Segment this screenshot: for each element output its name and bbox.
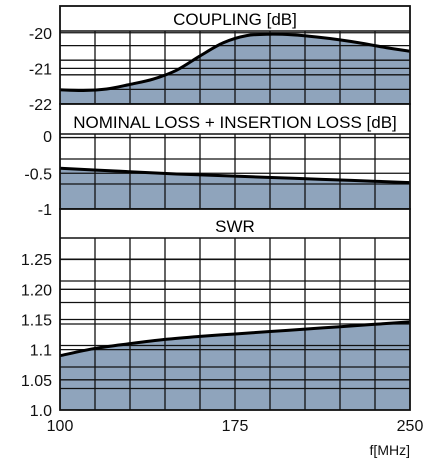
x-tick-2: 175 bbox=[222, 418, 249, 435]
x-tick-1: 100 bbox=[47, 418, 74, 435]
panel-3-ytick-5: 1.05 bbox=[21, 373, 52, 390]
panel-1-ytick-1: -20 bbox=[29, 26, 52, 43]
panel-1-ytick-2: -21 bbox=[29, 61, 52, 78]
panel-1-ytick-3: -22 bbox=[29, 97, 52, 114]
panel-2-series-line bbox=[59, 166, 411, 185]
panel-2-ytick-3: -1 bbox=[38, 202, 52, 219]
panel-3-ytick-6: 1.0 bbox=[30, 403, 52, 420]
panel-3-ytick-3: 1.15 bbox=[21, 312, 52, 329]
x-axis-label: f[MHz] bbox=[370, 442, 410, 458]
panel-3-ytick-4: 1.1 bbox=[30, 343, 52, 360]
panel-2-ytick-1: 0 bbox=[43, 129, 52, 146]
x-tick-3: 250 bbox=[397, 418, 424, 435]
panel-3-border bbox=[59, 208, 411, 411]
panel-3-ytick-1: 1.25 bbox=[21, 252, 52, 269]
panel-1-title: COUPLING [dB] bbox=[173, 10, 297, 29]
panel-2-title: NOMINAL LOSS + INSERTION LOSS [dB] bbox=[73, 113, 397, 132]
panel-2-ytick-2: -0.5 bbox=[24, 166, 52, 183]
panel-3-ytick-2: 1.20 bbox=[21, 282, 52, 299]
panel-1-series-line bbox=[59, 32, 411, 92]
panel-3-title: SWR bbox=[215, 217, 255, 236]
panel-3-series-line bbox=[59, 320, 411, 358]
